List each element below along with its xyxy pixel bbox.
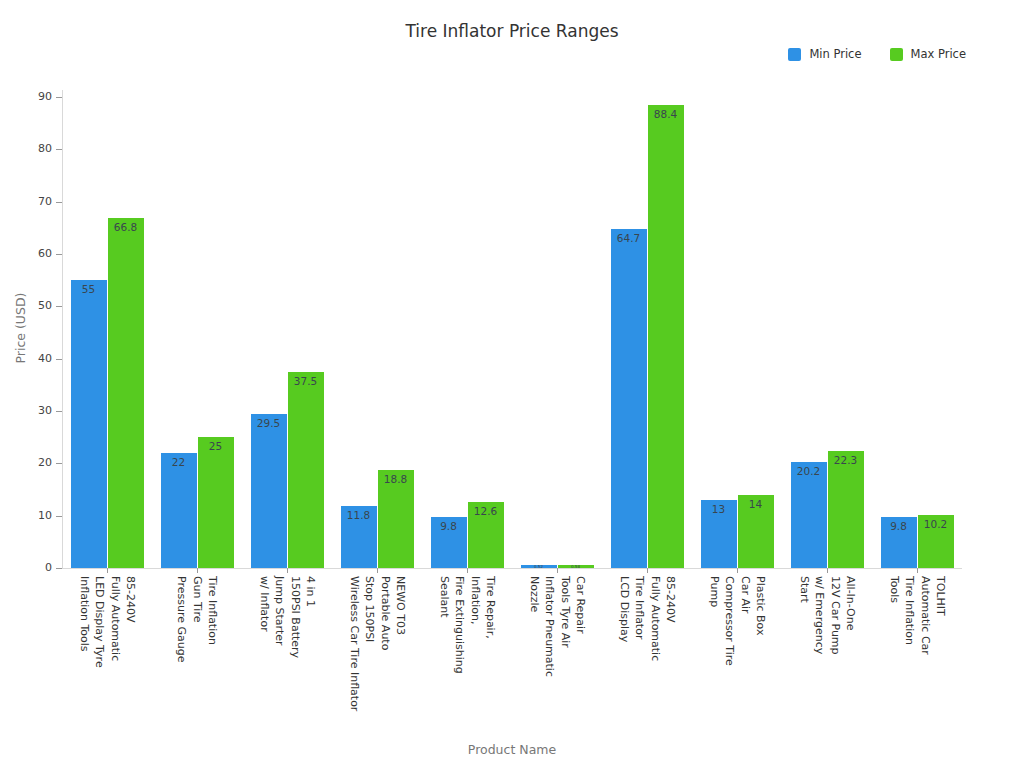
- bar-max-price[interactable]: [288, 372, 324, 568]
- y-tick-mark: [56, 411, 62, 412]
- y-tick-mark: [56, 516, 62, 517]
- x-tick-mark: [377, 568, 378, 573]
- x-tick-label: Car Repair Tools Tyre Air Inflator Pneum…: [526, 576, 588, 677]
- x-tick-mark: [467, 568, 468, 573]
- x-tick-label: 4 in 1 150PSI Battery Jump Starter w/ In…: [256, 576, 318, 658]
- x-tick-label: TOLHIT Automatic Car Tire Inflation Tool…: [886, 576, 948, 655]
- y-axis-line: [62, 90, 63, 568]
- y-tick-mark: [56, 202, 62, 203]
- legend-label: Min Price: [809, 47, 861, 61]
- y-tick-label: 80: [20, 142, 52, 156]
- x-tick-mark: [737, 568, 738, 573]
- bar-min-price[interactable]: [251, 414, 287, 568]
- bar-value-label: 25: [198, 440, 234, 452]
- bar-min-price[interactable]: [71, 280, 107, 568]
- y-tick-label: 30: [20, 404, 52, 418]
- legend-item-max-price[interactable]: Max Price: [890, 47, 966, 61]
- bar-value-label: 0.52: [521, 565, 557, 568]
- bar-value-label: 0.58: [558, 565, 594, 568]
- bar-value-label: 22: [161, 456, 197, 468]
- x-tick-label: Plastic Box Car Air Compressor Tire Pump: [706, 576, 768, 666]
- bar-max-price[interactable]: [648, 105, 684, 568]
- bar-value-label: 12.6: [468, 505, 504, 517]
- bar-value-label: 13: [701, 503, 737, 515]
- y-tick-mark: [56, 568, 62, 569]
- x-tick-label: 85-240V Fully Automatic LED Display Tyre…: [76, 576, 138, 668]
- x-tick-label: NEWO T03 Portable Auto Stop 150PSI Wirel…: [346, 576, 408, 711]
- bar-max-price[interactable]: [198, 437, 234, 568]
- y-tick-mark: [56, 463, 62, 464]
- legend-label: Max Price: [911, 47, 966, 61]
- legend-item-min-price[interactable]: Min Price: [788, 47, 861, 61]
- bar-min-price[interactable]: [161, 453, 197, 568]
- bar-value-label: 10.2: [918, 518, 954, 530]
- y-tick-mark: [56, 149, 62, 150]
- legend-swatch-icon: [890, 48, 903, 61]
- x-tick-mark: [557, 568, 558, 573]
- y-tick-mark: [56, 254, 62, 255]
- bar-value-label: 18.8: [378, 473, 414, 485]
- x-tick-mark: [197, 568, 198, 573]
- y-tick-label: 10: [20, 509, 52, 523]
- legend-swatch-icon: [788, 48, 801, 61]
- bar-value-label: 14: [738, 498, 774, 510]
- y-tick-label: 50: [20, 299, 52, 313]
- bar-max-price[interactable]: [108, 218, 144, 568]
- chart-title: Tire Inflator Price Ranges: [0, 21, 1024, 41]
- x-tick-label: Tire Repair, Inflation, Fire Extinguishi…: [436, 576, 498, 674]
- bar-value-label: 29.5: [251, 417, 287, 429]
- bar-value-label: 20.2: [791, 465, 827, 477]
- x-tick-label: Tire Inflation Gun Tire Pressure Gauge: [174, 576, 221, 662]
- bar-min-price[interactable]: [611, 229, 647, 568]
- bar-value-label: 66.8: [108, 221, 144, 233]
- y-tick-label: 60: [20, 247, 52, 261]
- bar-max-price[interactable]: [828, 451, 864, 568]
- bar-value-label: 88.4: [648, 108, 684, 120]
- y-tick-mark: [56, 359, 62, 360]
- bar-min-price[interactable]: [791, 462, 827, 568]
- x-tick-mark: [917, 568, 918, 573]
- x-tick-mark: [827, 568, 828, 573]
- bar-value-label: 55: [71, 283, 107, 295]
- x-tick-mark: [647, 568, 648, 573]
- y-tick-label: 90: [20, 90, 52, 104]
- x-tick-mark: [107, 568, 108, 573]
- bar-value-label: 37.5: [288, 375, 324, 387]
- bar-value-label: 11.8: [341, 509, 377, 521]
- y-tick-label: 20: [20, 456, 52, 470]
- x-tick-label: All-In-One 12V Car Pump w/ Emergency Sta…: [796, 576, 858, 655]
- y-tick-label: 0: [20, 561, 52, 575]
- legend: Min Price Max Price: [788, 47, 966, 61]
- bar-value-label: 9.8: [431, 520, 467, 532]
- chart-canvas: Tire Inflator Price Ranges Min Price Max …: [0, 0, 1024, 768]
- bar-value-label: 64.7: [611, 232, 647, 244]
- bar-value-label: 22.3: [828, 454, 864, 466]
- bar-value-label: 9.8: [881, 520, 917, 532]
- x-tick-mark: [287, 568, 288, 573]
- y-tick-mark: [56, 97, 62, 98]
- y-tick-mark: [56, 306, 62, 307]
- y-tick-label: 40: [20, 352, 52, 366]
- x-axis-title: Product Name: [0, 742, 1024, 757]
- y-tick-label: 70: [20, 195, 52, 209]
- x-tick-label: 85-240V Fully Automatic Tire Inflator LC…: [616, 576, 678, 661]
